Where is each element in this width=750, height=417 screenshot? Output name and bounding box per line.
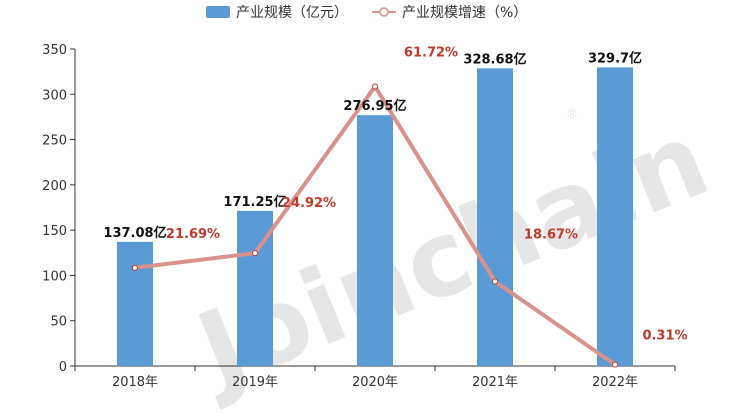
bar-value-label: 171.25亿: [223, 194, 286, 210]
line-value-label: 61.72%: [404, 45, 458, 60]
legend-bar-label: 产业规模（亿元）: [236, 5, 348, 21]
bar: [477, 68, 513, 367]
bar: [597, 67, 633, 367]
line-point: [612, 361, 618, 368]
bar-value-label: 137.08亿: [103, 225, 166, 241]
y-tick-label: 150: [42, 224, 67, 239]
legend-line-label: 产业规模增速（%）: [402, 5, 527, 21]
line-point: [132, 264, 138, 271]
line-value-label: 21.69%: [166, 227, 220, 242]
bar-value-label: 328.68亿: [463, 51, 526, 67]
y-tick-label: 350: [42, 43, 67, 58]
line-point: [492, 278, 498, 285]
bar-value-label: 329.7亿: [588, 50, 642, 66]
x-tick-label: 2020年: [352, 375, 398, 390]
watermark-registered-mark: ®: [566, 107, 578, 121]
line-value-label: 18.67%: [524, 227, 578, 242]
line-series: [132, 83, 618, 368]
bar-series: [117, 67, 633, 367]
x-tick-label: 2021年: [472, 375, 518, 390]
x-tick-label: 2019年: [232, 375, 278, 390]
x-ticks: 2018年 2019年 2020年 2021年 2022年: [74, 366, 676, 390]
x-tick-label: 2018年: [112, 375, 158, 390]
legend-bar-swatch: [206, 6, 230, 18]
y-tick-label: 50: [50, 315, 67, 330]
y-tick-label: 0: [59, 360, 67, 375]
data-labels: 137.08亿 171.25亿 276.95亿 328.68亿 329.7亿 21.69%…: [103, 45, 687, 343]
x-tick-label: 2022年: [592, 375, 638, 390]
bar: [117, 241, 153, 366]
y-tick-label: 300: [42, 88, 67, 103]
y-tick-label: 100: [42, 269, 67, 284]
bar: [357, 115, 393, 366]
legend[interactable]: 产业规模（亿元） 产业规模增速（%）: [206, 5, 527, 21]
y-ticks: 0 50 100 150 200 250 300 350: [42, 43, 75, 375]
line-point: [252, 250, 258, 257]
line-value-label: 0.31%: [642, 329, 687, 344]
bar-value-label: 276.95亿: [343, 98, 406, 114]
line-point: [372, 83, 378, 90]
y-tick-label: 250: [42, 134, 67, 149]
y-tick-label: 200: [42, 179, 67, 194]
legend-line-marker: [379, 7, 389, 17]
line-value-label: 24.92%: [282, 196, 336, 211]
